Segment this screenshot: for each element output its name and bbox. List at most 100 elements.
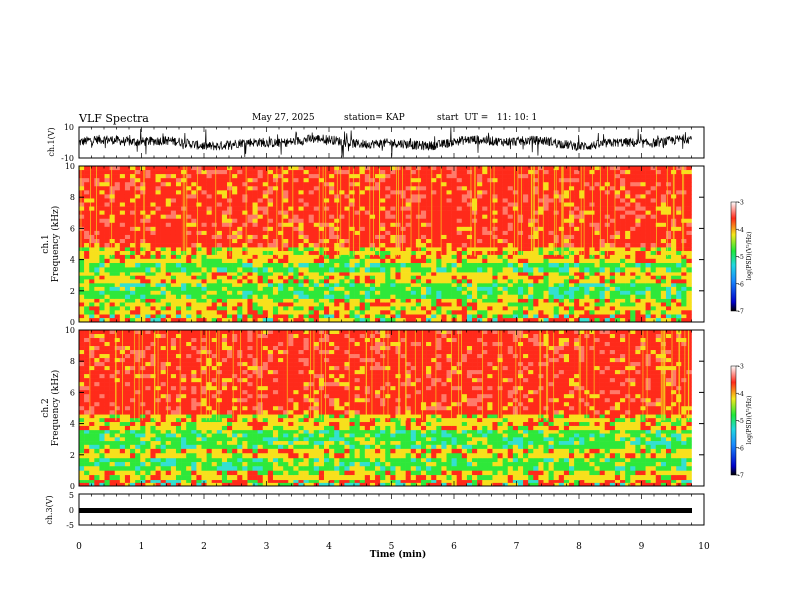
- ch1-spectrogram-cell: [569, 170, 575, 175]
- ch1-spectrogram-cell: [175, 302, 182, 307]
- ch1-spectrogram-cell: [140, 279, 146, 284]
- ch1-spectrogram-cell: [497, 218, 503, 224]
- ch1-spectrogram-cell: [247, 275, 253, 280]
- ch1-spectrogram-cell: [625, 247, 631, 252]
- ch1-spectrogram-cell: [165, 272, 172, 277]
- ch1-spectrogram-cell: [620, 251, 626, 256]
- ch1-spectrogram-cell: [645, 178, 651, 183]
- ch1-spectrogram-cell: [395, 298, 401, 303]
- ch1-spectrogram-streak: [534, 166, 535, 257]
- ch1-spectrogram-cell: [614, 283, 621, 288]
- ch1-waveform-ylabel: ch.1(V): [47, 127, 56, 156]
- ch1-spectrogram-cell: [548, 210, 554, 215]
- ch1-spectrogram-cell: [395, 166, 401, 171]
- ch1-spectrogram-cell: [436, 251, 442, 256]
- ch1-spectrogram-cell: [589, 262, 595, 268]
- ch1-spectrogram-cell: [640, 283, 646, 288]
- ch1-spectrogram-cell: [451, 226, 457, 232]
- ch1-spectrogram-cell: [308, 182, 315, 187]
- ch1-spectrogram-cell: [252, 239, 258, 244]
- ch1-spectrogram-cell: [502, 186, 509, 191]
- ch1-spectrogram-cell: [533, 166, 539, 171]
- ch1-spectrogram-cell: [635, 210, 641, 215]
- ch1-spectrogram-cell: [247, 279, 253, 284]
- ch1-spectrogram-cell: [594, 258, 600, 264]
- ch1-spectrogram-cell: [523, 190, 529, 195]
- ch1-spectrogram-cell: [497, 290, 503, 295]
- ch1-spectrogram-cell: [528, 294, 534, 299]
- ch1-spectrogram-cell: [359, 182, 366, 187]
- ch1-spectrogram-cell: [252, 198, 258, 203]
- ch1-spectrogram-cell: [431, 294, 437, 299]
- ch2-spectrogram-cell: [79, 482, 85, 487]
- ch1-spectrogram-cell: [206, 258, 212, 264]
- ch1-spectrogram-cell: [349, 267, 355, 273]
- ch1-spectrogram-cell: [502, 198, 509, 203]
- ch1-spectrogram-cell: [410, 222, 417, 228]
- ch1-spectrogram-cell: [507, 218, 514, 224]
- ch1-spectrogram-cell: [109, 251, 116, 256]
- ch1-spectrogram-cell: [507, 294, 514, 299]
- ch1-spectrogram-cell: [584, 318, 590, 323]
- ch1-spectrogram-cell: [594, 210, 600, 215]
- ch1-spectrogram-cell: [344, 226, 350, 232]
- ch1-spectrogram-cell: [512, 283, 519, 288]
- ch2-spectrogram-cell: [257, 482, 264, 487]
- ch2-spectrogram-cell: [252, 479, 258, 484]
- ch1-spectrogram-cell: [487, 247, 493, 252]
- ch1-spectrogram-cell: [410, 314, 417, 319]
- ch1-spectrogram-cell: [686, 214, 692, 220]
- ch1-spectrogram-cell: [625, 251, 631, 256]
- ch1-spectrogram-cell: [645, 174, 651, 179]
- ch1-spectrogram-cell: [130, 210, 136, 215]
- ch1-spectrogram-cell: [543, 218, 549, 224]
- ch1-spectrogram-cell: [344, 298, 350, 303]
- ch1-spectrogram-cell: [359, 267, 366, 273]
- ch1-spectrogram-cell: [441, 202, 447, 207]
- ch1-spectrogram-cell: [410, 279, 417, 284]
- ch1-spectrogram-cell: [349, 290, 355, 295]
- ch1-spectrogram-cell: [216, 290, 223, 295]
- ch1-spectrogram-cell: [477, 190, 483, 195]
- ch1-spectrogram-cell: [119, 306, 126, 311]
- ch1-spectrogram-cell: [410, 210, 417, 215]
- ch1-spectrogram-cell: [334, 279, 340, 284]
- ch1-spectrogram-cell: [339, 170, 345, 175]
- ch1-spectrogram-cell: [364, 206, 371, 211]
- ch1-spectrogram-cell: [130, 302, 136, 307]
- ch1-spectrogram-cell: [426, 174, 432, 179]
- ch1-spectrogram-cell: [369, 294, 376, 299]
- ch1-spectrogram-cell: [630, 243, 636, 248]
- ch1-spectrogram-cell: [155, 290, 161, 295]
- ch1-spectrogram-cell: [584, 170, 590, 175]
- ch1-spectrogram-streak: [537, 166, 539, 257]
- ch1-spectrogram-cell: [441, 286, 447, 292]
- ch1-spectrogram-cell: [293, 290, 299, 295]
- ch1-spectrogram-cell: [660, 243, 667, 248]
- ch1-spectrogram-cell: [533, 318, 539, 323]
- ch1-spectrogram-cell: [89, 194, 95, 199]
- ch1-spectrogram-cell: [313, 267, 320, 273]
- ch1-spectrogram-cell: [686, 267, 692, 273]
- ch2-spectrogram-cell: [237, 479, 243, 484]
- ch1-spectrogram-cell: [507, 254, 514, 260]
- ch2-spectrogram-cell: [553, 482, 560, 487]
- ch1-spectrogram-cell: [528, 243, 534, 248]
- ch1-spectrogram-cell: [216, 294, 223, 299]
- ch1-spectrogram-cell: [160, 298, 167, 303]
- ch1-spectrogram-cell: [507, 186, 514, 191]
- ch1-spectrogram-cell: [599, 226, 606, 232]
- ch1-spectrogram-cell: [165, 202, 172, 207]
- ch1-spectrogram-cell: [247, 251, 253, 256]
- ch1-spectrogram-cell: [451, 290, 457, 295]
- ch1-spectrogram-cell: [94, 310, 100, 315]
- ch1-spectrogram-cell: [625, 198, 631, 203]
- ch1-spectrogram-cell: [175, 258, 182, 264]
- ch1-spectrogram-cell: [482, 214, 488, 220]
- ch1-spectrogram-cell: [84, 314, 90, 319]
- ch1-spectrogram-cell: [614, 198, 621, 203]
- ch1-spectrogram-ytick-label: 4: [70, 256, 75, 265]
- ch1-spectrogram-cell: [543, 182, 549, 187]
- ch1-spectrogram-cell: [232, 247, 238, 252]
- ch1-spectrogram-cell: [579, 218, 585, 224]
